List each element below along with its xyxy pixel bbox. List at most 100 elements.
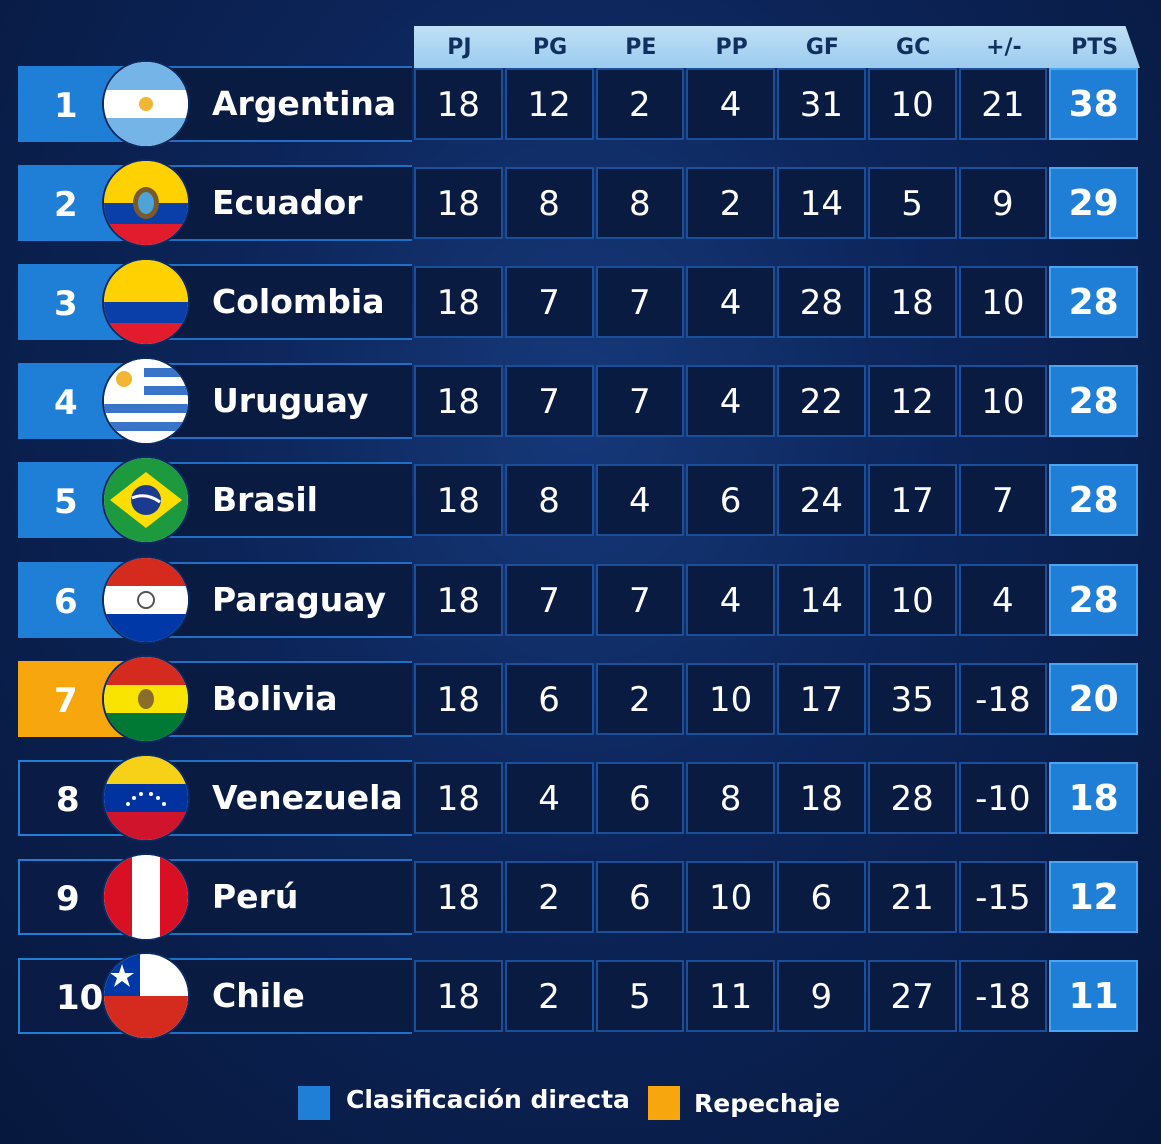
header-pg: PG [533, 35, 568, 60]
stat-cells: 18 12 2 4 31 10 21 38 [414, 66, 1140, 140]
stat-gf: 6 [777, 860, 866, 933]
stat-pj: 18 [414, 959, 503, 1032]
table-row: 8 Venezuela 18 4 6 8 18 28 -10 18 [18, 755, 1140, 840]
paraguay-flag-icon [104, 557, 188, 642]
stat-gf: 31 [777, 68, 866, 140]
team-name: Uruguay [212, 381, 369, 421]
table-row: 3 Colombia 18 7 7 4 28 18 10 28 [18, 260, 1138, 345]
ecuador-flag-icon [104, 161, 188, 246]
stat-diff: -15 [958, 860, 1048, 933]
stat-pp: 10 [686, 662, 775, 735]
stat-pp: 4 [686, 365, 775, 438]
stat-gf: 17 [777, 662, 866, 735]
team-name: Argentina [212, 84, 397, 123]
stat-pe: 2 [595, 68, 685, 140]
stat-pj: 18 [414, 167, 503, 240]
brazil-flag-icon [104, 458, 188, 543]
stat-diff: -18 [958, 662, 1048, 735]
colombia-flag-icon [104, 260, 188, 345]
table-row: 5 Brasil 18 8 4 6 24 17 7 28 [18, 458, 1140, 543]
stat-cells: 18 2 6 10 6 21 -15 12 [414, 859, 1140, 933]
stat-pts: 29 [1049, 167, 1138, 240]
stat-pts: 18 [1049, 761, 1138, 834]
team-name: Perú [212, 876, 299, 916]
argentina-flag-icon [104, 62, 188, 146]
stat-pts: 38 [1049, 68, 1138, 140]
stat-pj: 18 [414, 662, 503, 735]
stat-gc: 18 [867, 266, 957, 339]
stat-pg: 4 [504, 761, 594, 834]
stat-diff: -10 [958, 761, 1048, 834]
stat-pj: 18 [414, 365, 503, 438]
stat-pg: 12 [504, 68, 594, 140]
stat-pts: 20 [1049, 662, 1138, 735]
stat-pp: 4 [686, 563, 775, 636]
stat-gf: 14 [777, 167, 866, 240]
stat-gc: 27 [867, 959, 957, 1032]
stat-cells: 18 6 2 10 17 35 -18 20 [414, 661, 1140, 735]
stat-pts: 11 [1049, 959, 1138, 1032]
stat-pp: 4 [686, 68, 775, 140]
legend-direct-label: Clasificación directa [346, 1085, 630, 1114]
stat-pj: 18 [414, 860, 503, 933]
stat-gc: 12 [867, 365, 957, 438]
stat-pts: 12 [1049, 860, 1138, 933]
stat-pg: 2 [504, 959, 594, 1032]
header-pp: PP [715, 35, 748, 60]
team-name: Brasil [212, 480, 318, 520]
stat-pe: 8 [595, 167, 685, 240]
stat-diff: 9 [958, 167, 1048, 240]
stat-pe: 4 [595, 464, 685, 537]
stat-pts: 28 [1049, 563, 1138, 636]
peru-flag-icon [104, 854, 188, 939]
stat-pg: 2 [504, 860, 594, 933]
stat-gf: 14 [777, 563, 866, 636]
stat-cells: 18 8 4 6 24 17 7 28 [414, 462, 1140, 537]
stat-pj: 18 [414, 266, 503, 339]
stat-gc: 35 [867, 662, 957, 735]
legend-direct-swatch [298, 1086, 330, 1120]
stat-pe: 7 [595, 365, 685, 438]
stat-pj: 18 [414, 761, 503, 834]
table-row: 1 Argentina 18 12 2 4 31 10 21 38 [18, 62, 1140, 146]
stat-pe: 7 [595, 266, 685, 339]
stat-pts: 28 [1049, 464, 1138, 537]
table-row: 2 Ecuador 18 8 8 2 14 5 9 29 [18, 161, 1138, 246]
stat-pp: 10 [686, 860, 775, 933]
stat-diff: 4 [958, 563, 1048, 636]
legend-repechaje-label: Repechaje [694, 1089, 841, 1118]
header-pj: PJ [447, 35, 472, 60]
stat-pts: 28 [1049, 365, 1138, 438]
stat-pj: 18 [414, 68, 503, 140]
stat-pe: 6 [595, 761, 685, 834]
header-diff: +/- [986, 35, 1022, 60]
stat-pg: 8 [504, 464, 594, 537]
stat-diff: 21 [958, 68, 1048, 140]
stat-gc: 10 [867, 68, 957, 140]
stat-gc: 5 [867, 167, 957, 240]
stat-gf: 28 [777, 266, 866, 339]
team-name: Paraguay [212, 579, 386, 619]
stat-pp: 6 [686, 464, 775, 537]
table-row: 7 Bolivia 18 6 2 10 17 35 -18 20 [18, 656, 1140, 741]
stat-gc: 10 [867, 563, 957, 636]
stat-gf: 9 [777, 959, 866, 1032]
stat-cells: 18 7 7 4 14 10 4 28 [414, 562, 1140, 636]
stat-gc: 17 [867, 464, 957, 537]
stat-pp: 11 [686, 959, 775, 1032]
stat-cells: 18 4 6 8 18 28 -10 18 [414, 760, 1140, 834]
stat-gf: 18 [777, 761, 866, 834]
stat-gc: 21 [867, 860, 957, 933]
stat-pj: 18 [414, 563, 503, 636]
uruguay-flag-icon [104, 359, 188, 444]
table-row: 6 Paraguay 18 7 7 4 14 10 4 28 [18, 557, 1140, 642]
stat-pg: 6 [504, 662, 594, 735]
stat-cells: 18 7 7 4 22 12 10 28 [414, 363, 1140, 438]
team-name: Venezuela [212, 777, 403, 817]
header-gc: GC [896, 35, 931, 60]
stat-pp: 2 [686, 167, 775, 240]
header-pe: PE [625, 35, 657, 60]
bolivia-flag-icon [104, 656, 188, 741]
stat-cells: 18 2 5 11 9 27 -18 11 [414, 958, 1140, 1032]
